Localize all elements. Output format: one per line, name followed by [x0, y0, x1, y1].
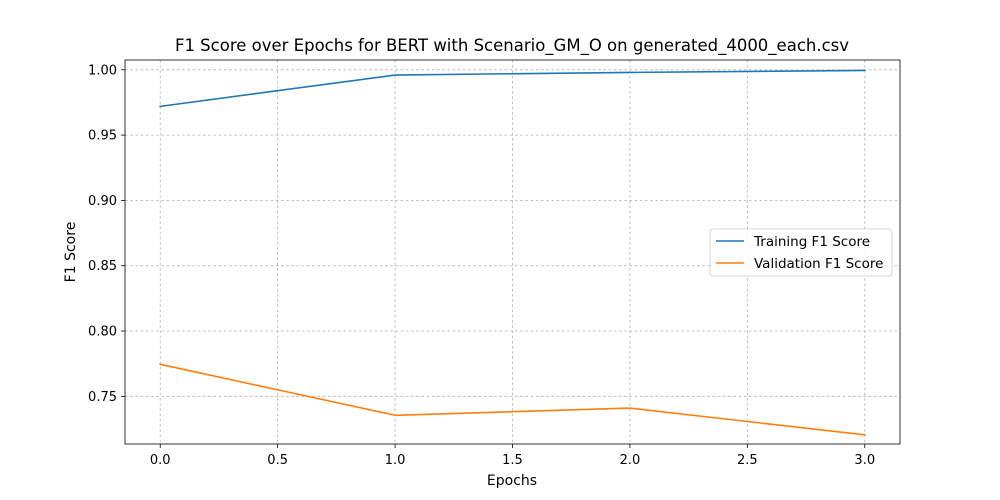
y-tick-label: 0.85: [88, 259, 117, 274]
legend-label: Training F1 Score: [753, 234, 870, 250]
chart-title: F1 Score over Epochs for BERT with Scena…: [175, 36, 849, 56]
x-tick-label: 2.0: [620, 453, 641, 468]
series-lines: [159, 69, 866, 436]
y-tick-label: 0.80: [88, 325, 117, 340]
x-tick-label: 0.5: [267, 453, 288, 468]
legend-box: [709, 228, 893, 277]
x-tick-label: 1.5: [502, 453, 523, 468]
x-tick-label: 0.0: [150, 453, 171, 468]
y-axis-title: F1 Score: [63, 222, 79, 283]
x-axis: 0.0 0.5 1.0 1.5 2.0 2.5 3.0: [150, 444, 875, 468]
x-tick-label: 1.0: [385, 453, 406, 468]
y-tick-label: 0.95: [88, 129, 117, 144]
x-tick-label: 3.0: [854, 453, 875, 468]
series-line-validation: [159, 363, 866, 436]
series-line-training: [159, 69, 866, 108]
x-tick-label: 2.5: [737, 453, 758, 468]
y-axis: 0.75 0.80 0.85 0.90 0.95 1.00: [88, 63, 125, 405]
x-axis-title: Epochs: [487, 473, 537, 489]
legend: Training F1 Score Validation F1 Score: [709, 228, 893, 277]
legend-label: Validation F1 Score: [754, 256, 883, 272]
y-tick-label: 1.00: [88, 63, 117, 78]
y-tick-label: 0.90: [88, 194, 117, 209]
y-tick-label: 0.75: [88, 390, 117, 405]
